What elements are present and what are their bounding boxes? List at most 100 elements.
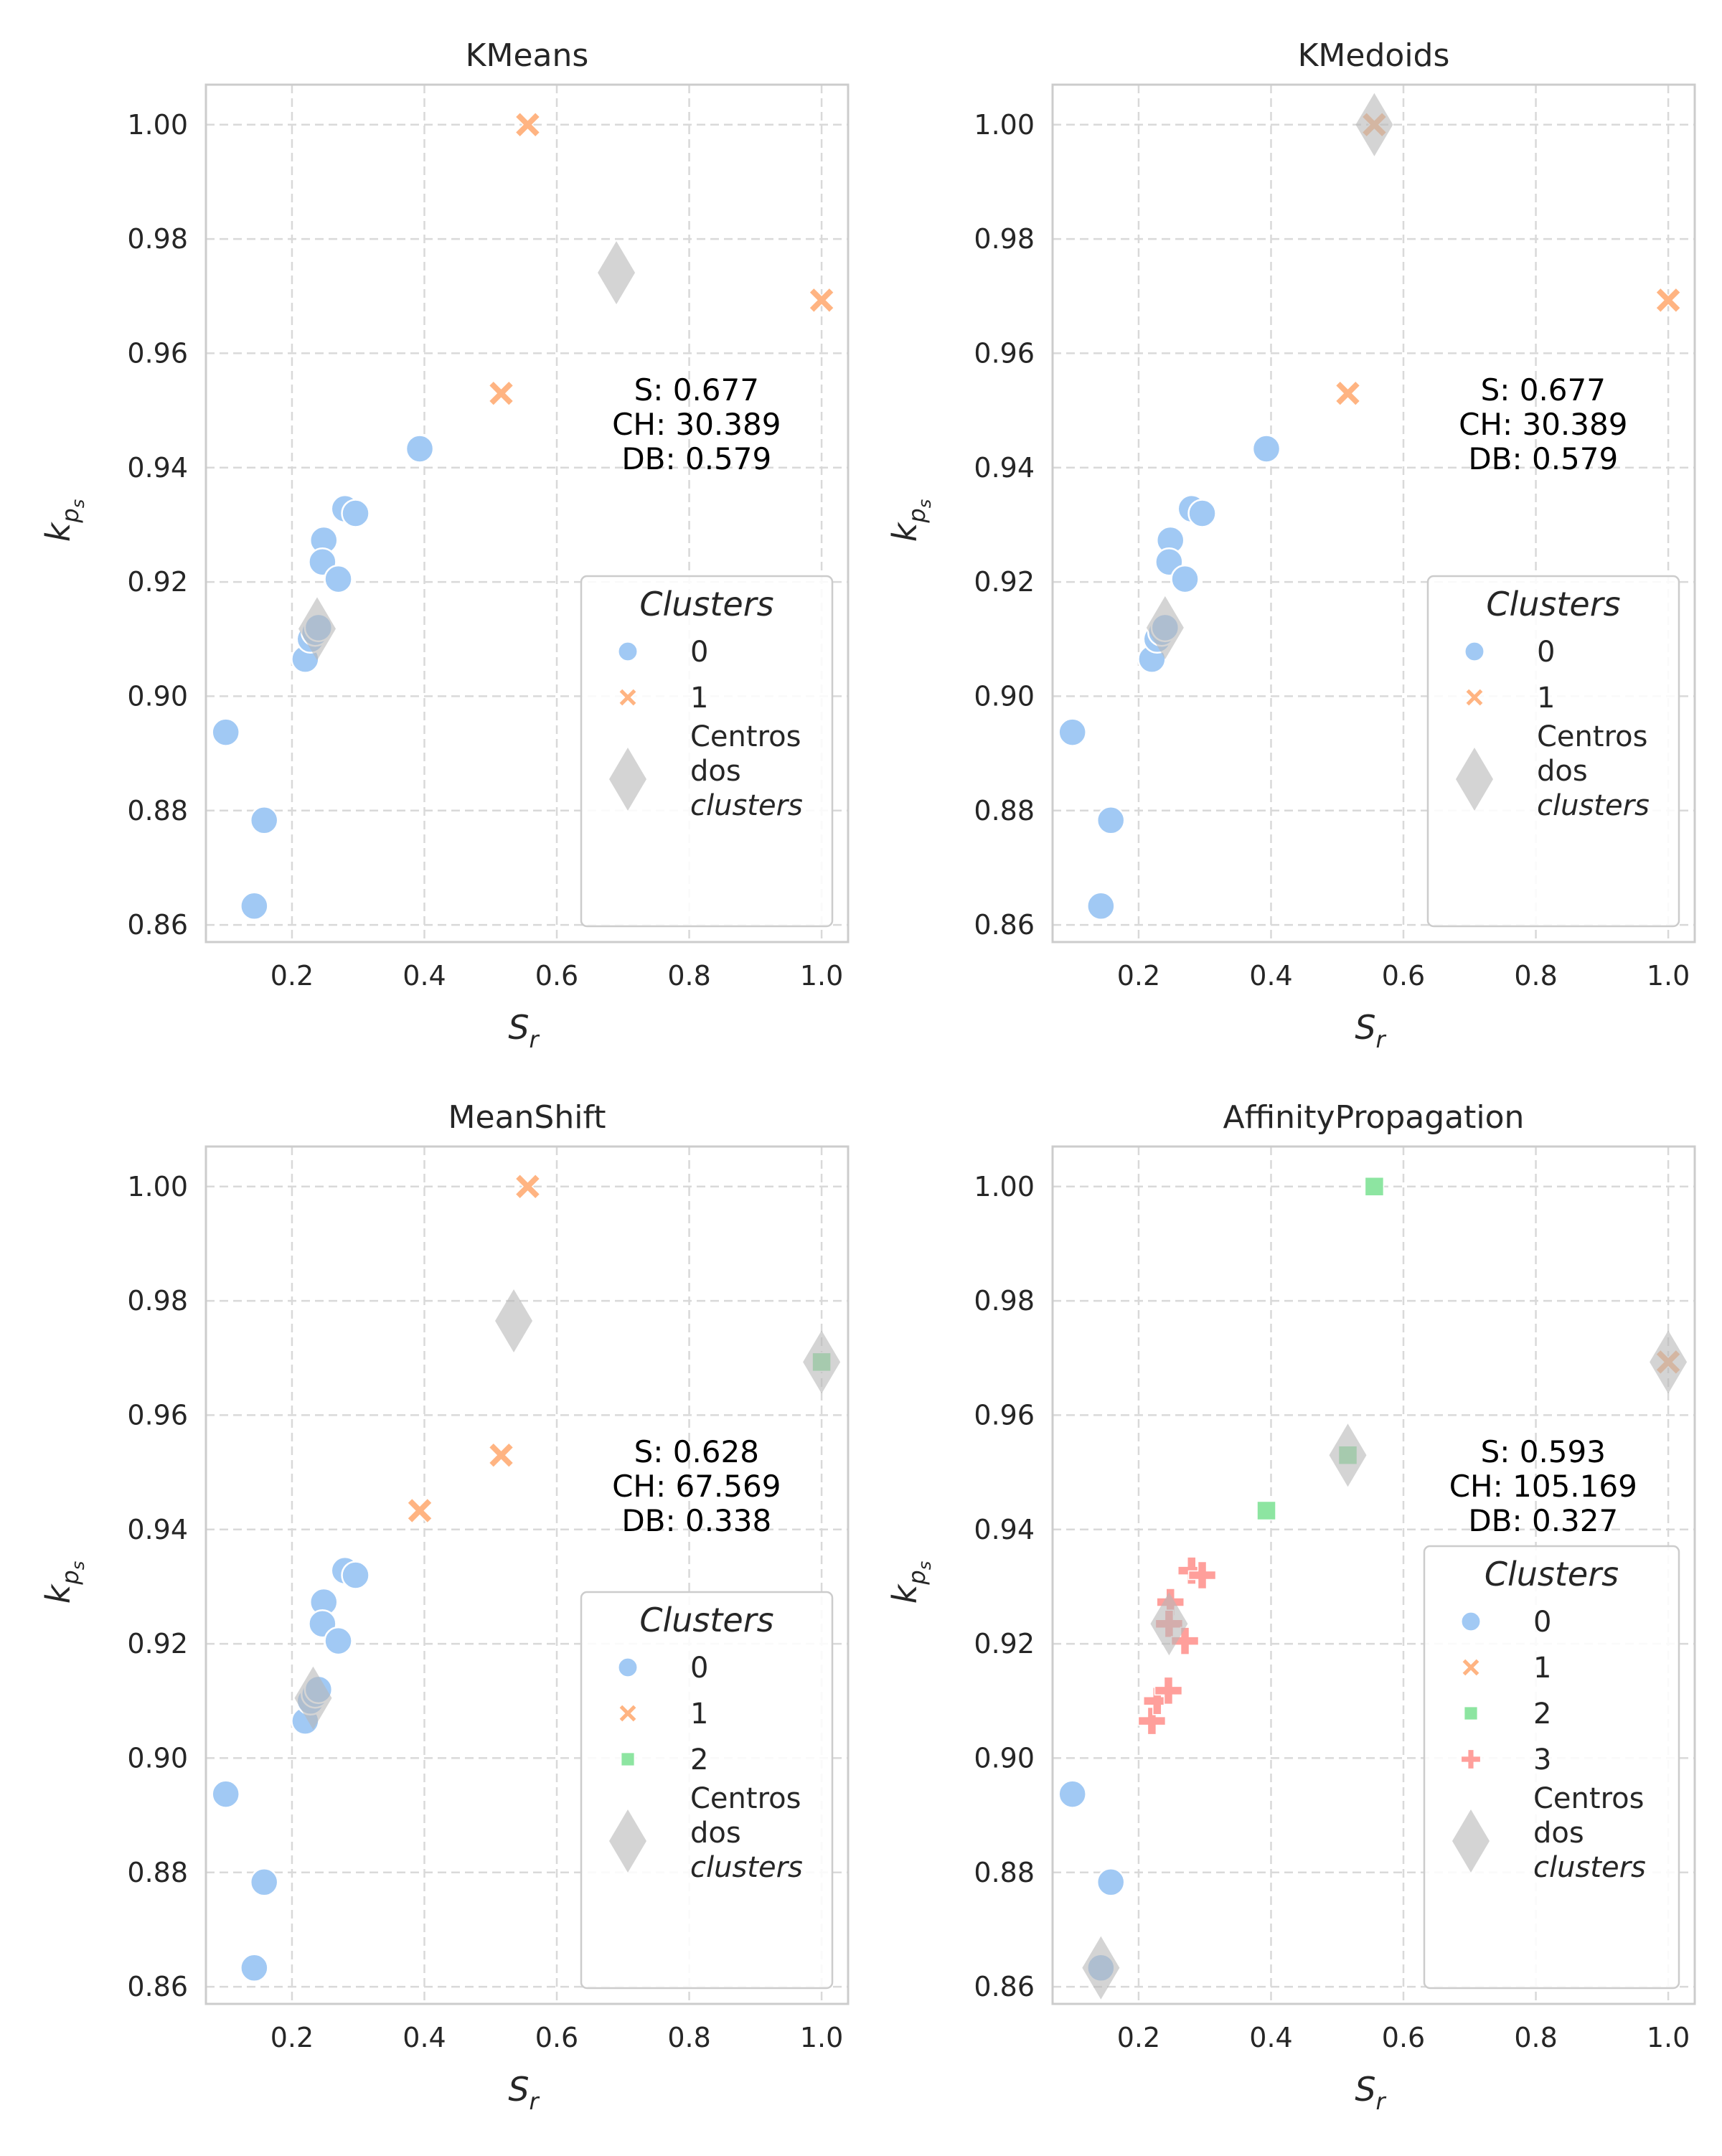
y-tick-label: 0.98: [127, 223, 188, 255]
data-point-cluster-0: [324, 564, 353, 594]
y-tick-label: 0.92: [127, 1628, 188, 1660]
data-point-cluster-0: [1096, 1868, 1126, 1897]
cluster-center-marker: [1329, 1423, 1367, 1487]
legend-box: [580, 575, 834, 928]
legend-centers-label: Centros: [1537, 720, 1647, 753]
data-point-cluster-0: [1170, 564, 1200, 594]
legend-entry-label: 2: [690, 1743, 708, 1776]
y-tick-label: 0.96: [974, 337, 1035, 369]
legend-centers-label: Centros: [1533, 1782, 1644, 1815]
y-tick-label: 0.96: [127, 337, 188, 369]
y-tick-label: 0.98: [974, 1285, 1035, 1317]
metric-text: CH: 67.569: [612, 1469, 781, 1504]
y-tick-label: 0.88: [127, 795, 188, 827]
y-tick-label: 0.86: [127, 909, 188, 941]
data-point-cluster-0: [211, 1779, 240, 1809]
y-tick-label: 0.94: [974, 1514, 1035, 1545]
legend-entry-label: 0: [690, 1652, 708, 1685]
data-point-cluster-1: [808, 287, 835, 314]
data-point-cluster-0: [249, 806, 279, 835]
data-point-cluster-1: [514, 111, 541, 138]
legend-centers-label: dos: [690, 1817, 741, 1850]
metric-text: S: 0.677: [1481, 372, 1606, 408]
data-point-cluster-3: [1137, 1706, 1167, 1736]
y-tick-label: 0.90: [974, 680, 1035, 712]
legend-entry-label: 1: [690, 1698, 708, 1731]
data-point-cluster-0: [240, 1953, 269, 1983]
x-axis-label: Sr: [1355, 1008, 1386, 1053]
data-point-cluster-0: [341, 1560, 370, 1590]
y-tick-label: 0.88: [127, 1857, 188, 1888]
plot-frame: [204, 83, 850, 943]
x-axis-label: Sr: [508, 1008, 540, 1053]
legend-marker-cluster-0: [617, 1657, 639, 1678]
legend-centers-label: dos: [1537, 755, 1588, 788]
legend-marker-cluster-1: [618, 687, 638, 707]
metric-text: CH: 30.389: [612, 407, 781, 442]
x-tick-label: 1.0: [800, 2022, 843, 2053]
y-tick-label: 1.00: [127, 109, 188, 141]
legend-centers-label: Centros: [690, 1782, 801, 1815]
subplot-kmedoids: 0.2 0.4 0.6 0.8 1.0 0.86 0.88 0.90 0.92 0.94 0.96 0…: [885, 37, 1696, 1053]
data-point-cluster-2: [1364, 1177, 1385, 1197]
y-tick-label: 1.00: [974, 1171, 1035, 1202]
metric-text: S: 0.593: [1481, 1434, 1606, 1469]
legend-centers-icon: [609, 748, 646, 811]
metric-text: CH: 105.169: [1449, 1469, 1637, 1504]
legend-centers-label: Centros: [690, 720, 801, 753]
x-tick-label: 0.8: [1514, 960, 1557, 992]
data-point-cluster-1: [1335, 380, 1361, 407]
x-tick-label: 0.6: [535, 960, 578, 992]
x-tick-label: 0.4: [403, 960, 446, 992]
x-axis-label: Sr: [508, 2070, 540, 2115]
x-tick-label: 0.2: [270, 2022, 314, 2053]
y-tick-label: 1.00: [974, 109, 1035, 141]
x-tick-label: 0.6: [535, 2022, 578, 2053]
y-tick-label: 0.86: [974, 1971, 1035, 2002]
subplot-kmeans: 0.2 0.4 0.6 0.8 1.0 0.86 0.88 0.90 0.92 0.94 0.96 0…: [39, 37, 850, 1053]
data-point-cluster-0: [1096, 806, 1126, 835]
cluster-center-marker: [495, 1289, 533, 1352]
cluster-center-marker: [1150, 1592, 1188, 1656]
x-tick-label: 1.0: [1647, 2022, 1690, 2053]
x-axis-label: Sr: [1355, 2070, 1386, 2115]
legend-marker-cluster-2: [620, 1751, 636, 1767]
x-tick-label: 0.2: [270, 960, 314, 992]
data-point-cluster-0: [405, 434, 435, 463]
data-point-cluster-0: [240, 891, 269, 921]
y-tick-label: 0.90: [127, 680, 188, 712]
data-point-cluster-0: [1251, 434, 1281, 463]
x-tick-label: 0.8: [667, 960, 710, 992]
data-point-cluster-1: [488, 1441, 514, 1469]
chart-title: KMedoids: [1298, 37, 1450, 74]
metric-text: DB: 0.579: [1468, 441, 1618, 476]
x-tick-label: 1.0: [1647, 960, 1690, 992]
legend-box: [1423, 1545, 1680, 1990]
y-tick-label: 0.88: [974, 795, 1035, 827]
y-tick-label: 0.92: [974, 566, 1035, 598]
data-point-cluster-3: [1154, 1676, 1183, 1705]
legend-marker-cluster-1: [618, 1703, 638, 1723]
metric-text: S: 0.628: [634, 1434, 759, 1469]
y-tick-label: 0.92: [974, 1628, 1035, 1660]
legend-entry-label: 1: [1533, 1652, 1551, 1685]
legend-marker-cluster-0: [1464, 641, 1485, 662]
y-tick-label: 0.96: [974, 1399, 1035, 1431]
y-tick-label: 0.90: [127, 1742, 188, 1774]
metric-text: DB: 0.579: [621, 441, 771, 476]
y-axis-label: kps: [39, 1561, 88, 1604]
x-tick-label: 0.4: [403, 2022, 446, 2053]
y-tick-label: 0.86: [127, 1971, 188, 2002]
cluster-center-marker: [294, 1666, 332, 1730]
y-tick-label: 0.94: [974, 452, 1035, 484]
data-point-cluster-0: [1086, 891, 1116, 921]
x-tick-label: 0.4: [1249, 2022, 1292, 2053]
data-point-cluster-0: [1058, 1779, 1087, 1809]
legend-marker-cluster-3: [1460, 1748, 1482, 1770]
legend-marker-cluster-0: [1460, 1611, 1482, 1632]
legend-entry-label: 1: [690, 682, 708, 715]
data-point-cluster-1: [488, 380, 514, 407]
